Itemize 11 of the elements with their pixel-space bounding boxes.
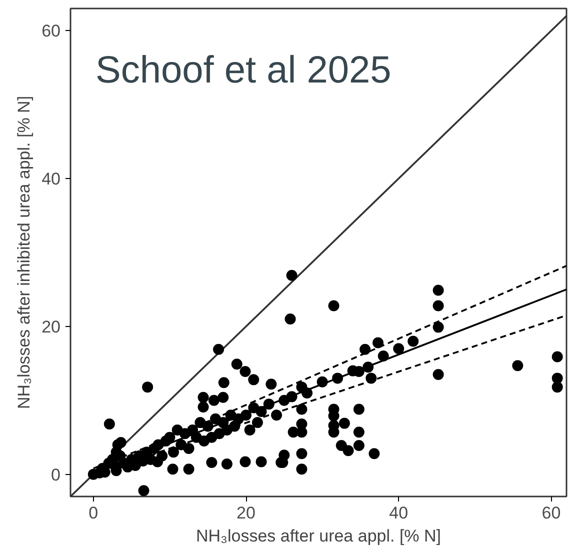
x-tick-label: 40 — [389, 504, 408, 522]
y-tick-label: 20 — [42, 317, 61, 336]
x-tick-label: 60 — [542, 504, 561, 522]
y-axis-title: NH₃losses after inhibited urea appl. [% N] — [14, 96, 34, 410]
y-tick-label: 40 — [42, 170, 61, 189]
x-tick-label: 20 — [236, 504, 256, 522]
x-axis-title: NH₃losses after urea appl. [% N] — [196, 526, 442, 546]
x-tick-label: 0 — [88, 504, 98, 522]
y-tick-label: 0 — [51, 465, 61, 484]
y-tick-label: 60 — [42, 22, 61, 41]
annotation: Schoof et al 2025 — [96, 50, 392, 92]
